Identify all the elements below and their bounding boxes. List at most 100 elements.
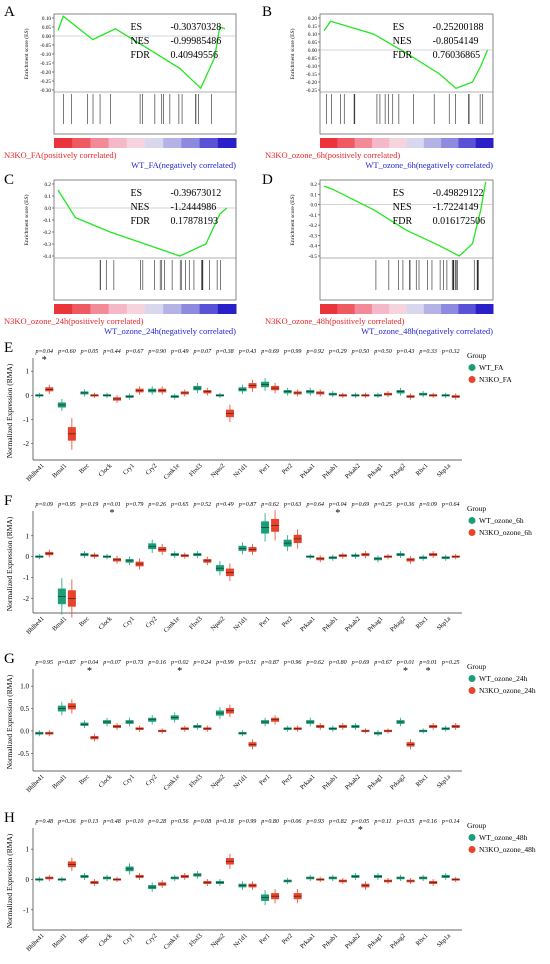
x-tick-label: Per1	[258, 932, 271, 945]
gsea-frame	[53, 13, 237, 135]
p-value-label: p=0.99	[238, 819, 257, 825]
y-tick-label: 0.1	[45, 194, 52, 200]
p-value-label: p=0.02	[170, 660, 189, 666]
nes-label: NES	[130, 36, 149, 47]
x-tick-label: Clock	[98, 773, 114, 789]
x-tick-label: Per1	[258, 462, 271, 475]
x-tick-label: Bhlhe41	[25, 932, 46, 953]
gsea-panel-a: A 0.10 0.05 0.00 -0.05 -0.10 -0.15 -0.20 -0.25 -0…	[4, 4, 237, 170]
fdr-value: 0.76036865	[433, 50, 481, 61]
rank-gradient-segment	[163, 304, 182, 314]
x-tick-label: Prkag1	[366, 773, 384, 791]
rank-gradient-segment	[423, 304, 442, 314]
p-value-label: p=0.43	[396, 348, 415, 355]
enrichment-curve	[323, 181, 487, 257]
rank-gradient-segment	[320, 138, 338, 148]
x-tick-label: Bhlhe41	[25, 773, 46, 794]
y-tick-label: 0.5	[20, 705, 29, 713]
y-tick-label: 0.0	[45, 206, 52, 212]
rank-gradient-segment	[406, 304, 425, 314]
p-value-label: p=0.35	[396, 819, 415, 825]
rank-gradient-segment	[54, 304, 73, 314]
x-tick-label: Npas2	[210, 615, 227, 632]
rank-gradient-segment	[423, 138, 442, 148]
p-value-label: p=0.19	[80, 502, 99, 508]
rank-gradient-segment	[126, 304, 146, 314]
legend-label: N3KO_ozone_6h	[479, 528, 532, 537]
panel-letter: D	[262, 172, 273, 188]
gsea-frame	[319, 179, 494, 301]
x-tick-label: Rbx1	[415, 462, 430, 477]
p-value-label: p=0.24	[193, 659, 212, 666]
y-tick-label: 0	[26, 553, 30, 561]
p-value-label: p=0.64	[305, 501, 324, 508]
p-value-label: p=0.93	[305, 819, 324, 825]
y-tick-label: 0	[26, 392, 30, 400]
x-tick-label: Btrc	[78, 932, 91, 945]
positive-group-label: N3KO_ozone_48h(positively correlated)	[265, 316, 405, 326]
x-tick-label: Prkab2	[344, 932, 362, 950]
x-tick-label: Prkab1	[321, 773, 339, 791]
boxplot-panel-g: G 1.0 0.5 0.0 -0.5 Normalized Expression (RMA…	[4, 651, 536, 794]
significance-star: *	[110, 508, 115, 519]
legend-title: Group	[467, 821, 486, 830]
enrichment-curve	[323, 20, 489, 90]
y-tick-label: 0.2	[311, 182, 318, 188]
fdr-label: FDR	[130, 216, 150, 227]
rank-gradient-segment	[354, 304, 373, 314]
y-tick-label: 0.1	[311, 192, 318, 198]
nes-value: -0.99985486	[170, 36, 221, 47]
legend-label: N3KO_FA	[479, 375, 512, 384]
legend-marker	[468, 675, 476, 682]
x-tick-label: Rbx1	[415, 932, 430, 947]
x-tick-label: Per1	[258, 773, 271, 786]
negative-group-label: WT_ozone_6h(negatively correlated)	[365, 160, 493, 170]
x-tick-label: Btrc	[78, 462, 91, 475]
x-tick-label: Bmal1	[51, 773, 68, 790]
y-tick-label: 0.2	[45, 182, 52, 188]
p-value-label: p=0.05	[351, 819, 370, 825]
x-tick-label: Npas2	[210, 462, 227, 479]
x-tick-label: Skp1a	[436, 462, 453, 479]
x-tick-label: Clock	[98, 932, 114, 948]
p-value-label: p=0.49	[170, 348, 189, 355]
y-axis-label: Normalized Expression (RMA)	[5, 363, 14, 458]
p-value-label: p=0.18	[215, 819, 234, 825]
y-tick-label: -0.4	[309, 244, 318, 250]
p-value-label: p=0.48	[102, 818, 121, 825]
p-value-label: p=0.48	[35, 818, 54, 825]
x-tick-label: Prkag1	[366, 615, 384, 633]
panel-letter: C	[4, 172, 14, 188]
legend-label: WT_FA	[479, 363, 504, 372]
p-value-label: p=0.04	[35, 348, 54, 355]
p-value-label: p=0.49	[215, 501, 234, 508]
y-tick-label: 0	[26, 876, 30, 884]
x-tick-label: Btrc	[78, 773, 91, 786]
rank-gradient-segment	[145, 304, 164, 314]
legend-marker	[468, 364, 476, 371]
x-tick-label: Prkab2	[344, 773, 362, 791]
y-axis-label: Enrichment score (ES)	[289, 28, 296, 79]
p-value-label: p=0.29	[328, 349, 347, 355]
rank-gradient-segment	[199, 138, 219, 148]
panel-letter: A	[4, 4, 15, 20]
gsea-panel-c: C 0.2 0.1 0.0 -0.1 -0.2 -0.3 -0.4 Enrichment sco…	[4, 172, 237, 336]
y-tick-label: 0.15	[308, 24, 317, 30]
y-tick-label: 0.0	[311, 203, 318, 209]
p-value-label: p=0.67	[125, 349, 145, 355]
p-value-label: p=0.69	[351, 502, 370, 508]
x-tick-label: Per2	[281, 773, 294, 786]
x-tick-label: Prkag1	[366, 932, 384, 950]
es-label: ES	[393, 188, 405, 199]
y-tick-label: -0.2	[43, 230, 52, 236]
x-tick-label: Bhlhe41	[25, 615, 46, 636]
y-tick-label: -0.15	[306, 72, 317, 78]
rank-gradient-segment	[441, 138, 459, 148]
y-tick-label: -0.15	[40, 61, 51, 67]
rank-gradient-segment	[181, 138, 201, 148]
y-tick-label: -0.5	[18, 750, 30, 758]
legend-label: WT_ozone_48h	[479, 833, 528, 842]
p-value-label: p=0.92	[305, 349, 324, 355]
rank-gradient-segment	[72, 304, 91, 314]
y-tick-label: -0.1	[43, 218, 52, 224]
